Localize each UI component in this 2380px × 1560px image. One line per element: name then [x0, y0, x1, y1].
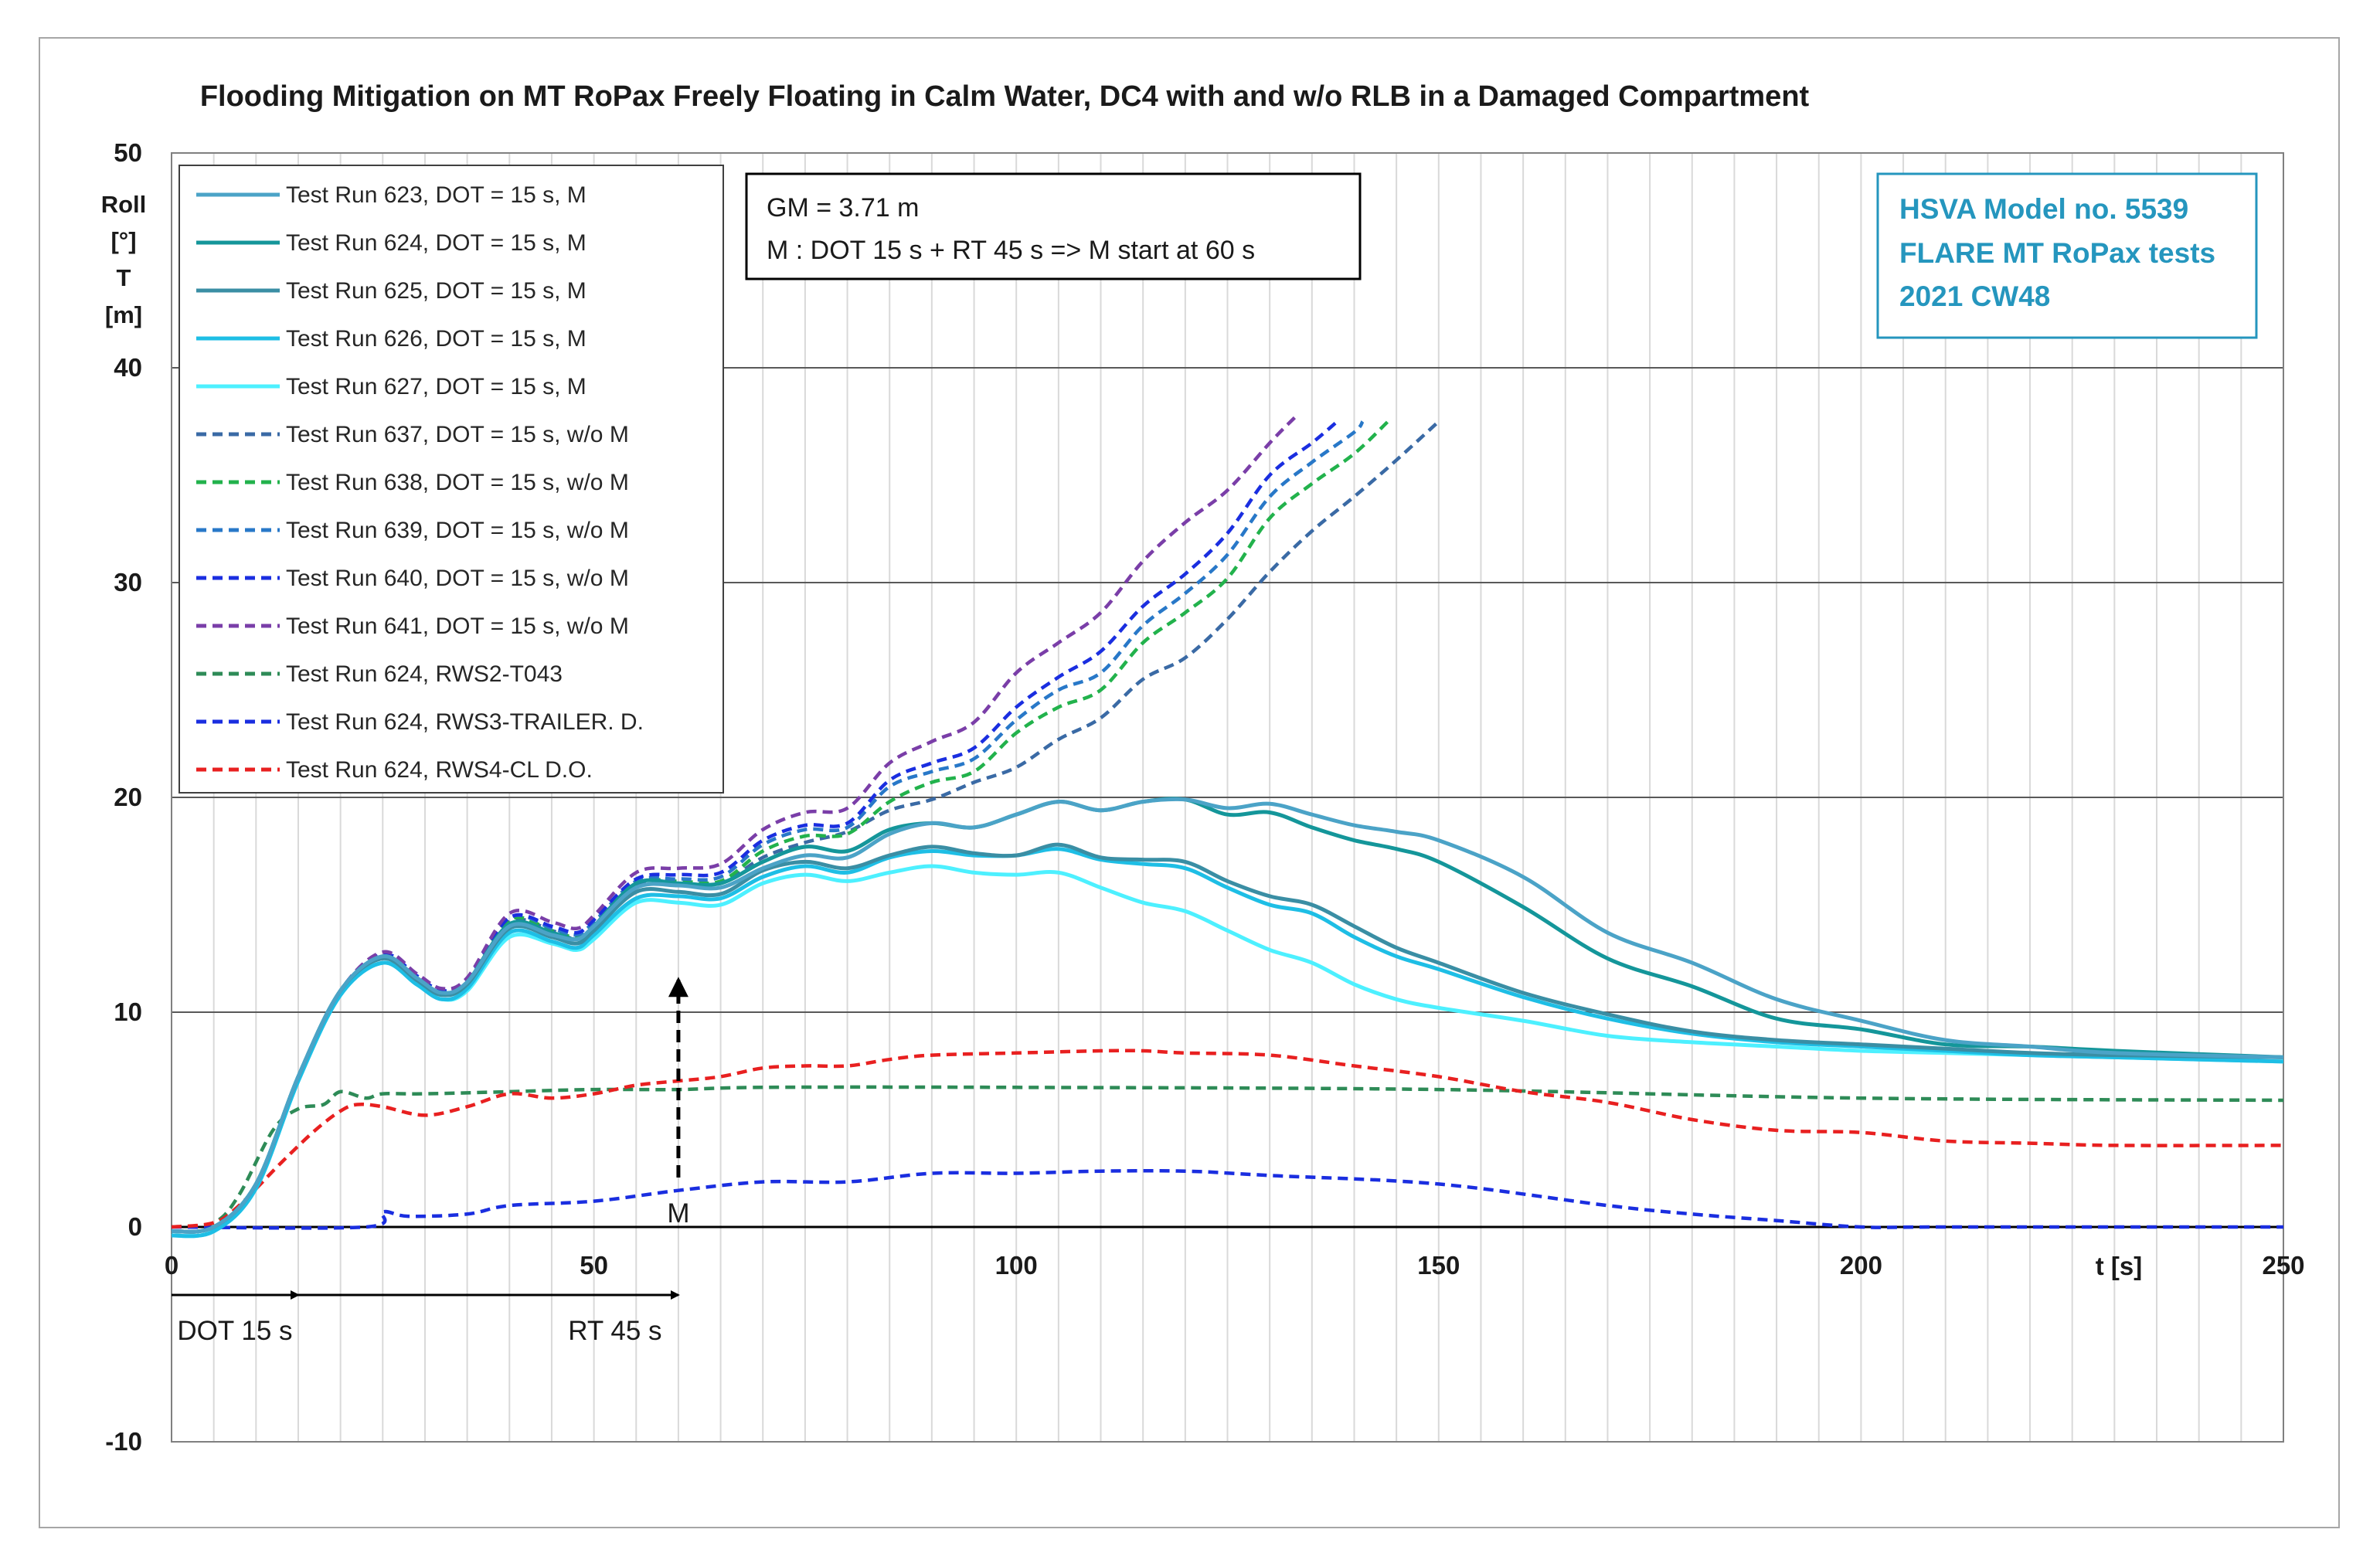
y-tick-label: 50	[114, 138, 142, 167]
x-axis-label: t [s]	[2096, 1252, 2143, 1280]
m-marker-label: M	[667, 1198, 689, 1229]
info-gm-text: GM = 3.71 m	[767, 193, 919, 223]
legend-entry: Test Run 625, DOT = 15 s, M	[286, 278, 586, 304]
legend-entry: Test Run 638, DOT = 15 s, w/o M	[286, 470, 629, 495]
model-box-frame	[1876, 172, 2258, 339]
legend-entry: Test Run 623, DOT = 15 s, M	[286, 182, 586, 208]
x-tick-label: 50	[580, 1251, 608, 1280]
model-line-2: FLARE MT RoPax tests	[1899, 237, 2215, 269]
y-label-line-4: [m]	[105, 301, 142, 328]
y-axis-label: Roll [°] T [m]	[101, 191, 147, 328]
annotations: M DOT 15 s RT 45 s	[172, 977, 689, 1346]
x-tick-label: 150	[1417, 1251, 1460, 1280]
x-tick-label: 200	[1840, 1251, 1882, 1280]
x-tick-label: 250	[2262, 1251, 2304, 1280]
series-line-1	[171, 797, 2284, 1234]
legend-entry: Test Run 624, RWS3-TRAILER. D.	[286, 709, 644, 735]
plot-area	[171, 152, 2284, 1443]
legend-box	[178, 165, 724, 794]
chart-frame	[39, 37, 2340, 1528]
series-line-8	[171, 420, 1365, 1234]
info-m-text: M : DOT 15 s + RT 45 s => M start at 60 …	[767, 236, 1255, 265]
x-tick-label: 0	[165, 1251, 178, 1280]
series-lines	[171, 416, 2284, 1239]
y-tick-labels: -10 0 10 20 30 40 50	[105, 138, 142, 1456]
legend-entry: Test Run 639, DOT = 15 s, w/o M	[286, 518, 629, 543]
y-tick-label: -10	[105, 1427, 142, 1456]
x-tick-label: 100	[995, 1251, 1038, 1280]
y-tick-label: 10	[114, 998, 142, 1026]
y-label-line-2: [°]	[110, 227, 136, 254]
legend-entry: Test Run 627, DOT = 15 s, M	[286, 374, 586, 399]
model-line-1: HSVA Model no. 5539	[1899, 193, 2188, 225]
legend-entry: Test Run 637, DOT = 15 s, w/o M	[286, 422, 629, 447]
series-line-7	[171, 420, 1389, 1234]
y-tick-label: 40	[114, 353, 142, 382]
legend-entry: Test Run 641, DOT = 15 s, w/o M	[286, 613, 629, 639]
info-box: GM = 3.71 m M : DOT 15 s + RT 45 s => M …	[745, 172, 1362, 280]
x-tick-labels: 0 50 100 150 200 250	[165, 1251, 2305, 1280]
y-tick-label: 20	[114, 783, 142, 811]
legend-entry: Test Run 640, DOT = 15 s, w/o M	[286, 566, 629, 591]
legend: Test Run 623, DOT = 15 s, M Test Run 624,…	[178, 165, 724, 794]
y-label-line-3: T	[117, 264, 131, 291]
legend-entry: Test Run 624, DOT = 15 s, M	[286, 230, 586, 256]
legend-entry: Test Run 626, DOT = 15 s, M	[286, 326, 586, 352]
series-line-13	[171, 1048, 2284, 1229]
model-box: HSVA Model no. 5539 FLARE MT RoPax tests…	[1876, 172, 2258, 339]
rt-label: RT 45 s	[568, 1316, 661, 1346]
info-box-frame	[745, 172, 1362, 280]
y-label-line-1: Roll	[101, 191, 147, 218]
legend-entry: Test Run 624, RWS2-T043	[286, 661, 563, 687]
dot-label: DOT 15 s	[177, 1316, 292, 1346]
legend-entry: Test Run 624, RWS4-CL D.O.	[286, 757, 593, 783]
y-tick-label: 0	[128, 1212, 142, 1241]
y-tick-label: 30	[114, 568, 142, 596]
model-line-3: 2021 CW48	[1899, 280, 2050, 312]
chart-title: Flooding Mitigation on MT RoPax Freely F…	[200, 80, 1810, 113]
series-line-12	[171, 1168, 2283, 1230]
